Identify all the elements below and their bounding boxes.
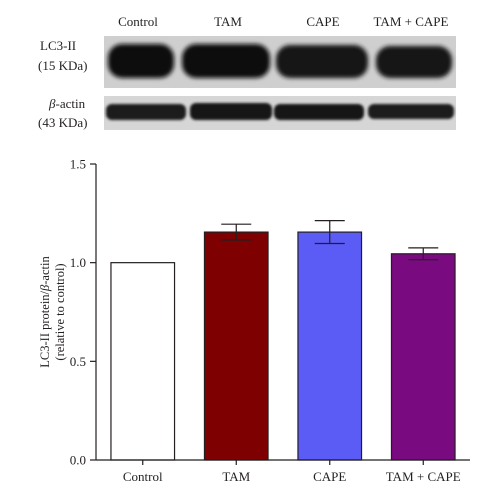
lc3-band [276, 45, 368, 78]
blot-row-size: (43 KDa) [38, 115, 87, 130]
lane-label: TAM + CAPE [374, 14, 449, 29]
y-tick-label: 0.5 [70, 354, 86, 369]
x-tick-label: TAM + CAPE [386, 469, 461, 484]
bars [110, 231, 456, 461]
lane-label: TAM [214, 14, 242, 29]
bar-chart: 0.0 0.5 1.0 1.5 Control TAM CAPE TAM + CAPE LC… [38, 157, 470, 484]
y-tick-label: 1.5 [70, 157, 86, 172]
actin-band [368, 104, 454, 119]
blot-beta-actin [104, 96, 456, 130]
bar [297, 231, 363, 461]
blot-lc3-ii [104, 36, 456, 88]
y-tick-label: 0.0 [70, 453, 86, 468]
blot-row-name: β-actin [48, 96, 86, 111]
x-tick-label: CAPE [313, 469, 346, 484]
y-ticks: 0.0 0.5 1.0 1.5 [70, 157, 96, 468]
blot-row-size: (15 KDa) [38, 58, 87, 73]
western-blot: Control TAM CAPE TAM + CAPE LC3- [38, 14, 456, 130]
bar [390, 253, 456, 461]
x-tick-label: TAM [222, 469, 250, 484]
actin-band [106, 104, 186, 120]
actin-band [190, 103, 272, 120]
lc3-band [108, 44, 174, 78]
lane-label: Control [118, 14, 158, 29]
lane-label: CAPE [306, 14, 339, 29]
lc3-band [182, 44, 270, 78]
y-axis-label-line2: (relative to control) [53, 263, 67, 360]
x-ticks: Control TAM CAPE TAM + CAPE [123, 460, 461, 484]
bar [110, 262, 176, 461]
blot-row-name: LC3-II [40, 38, 76, 53]
y-axis-label: LC3-II protein/β-actin [38, 256, 52, 368]
lc3-band [376, 46, 452, 78]
bar [203, 231, 269, 461]
x-tick-label: Control [123, 469, 163, 484]
actin-band [274, 104, 364, 120]
y-tick-label: 1.0 [70, 255, 86, 270]
error-bars [221, 220, 439, 261]
